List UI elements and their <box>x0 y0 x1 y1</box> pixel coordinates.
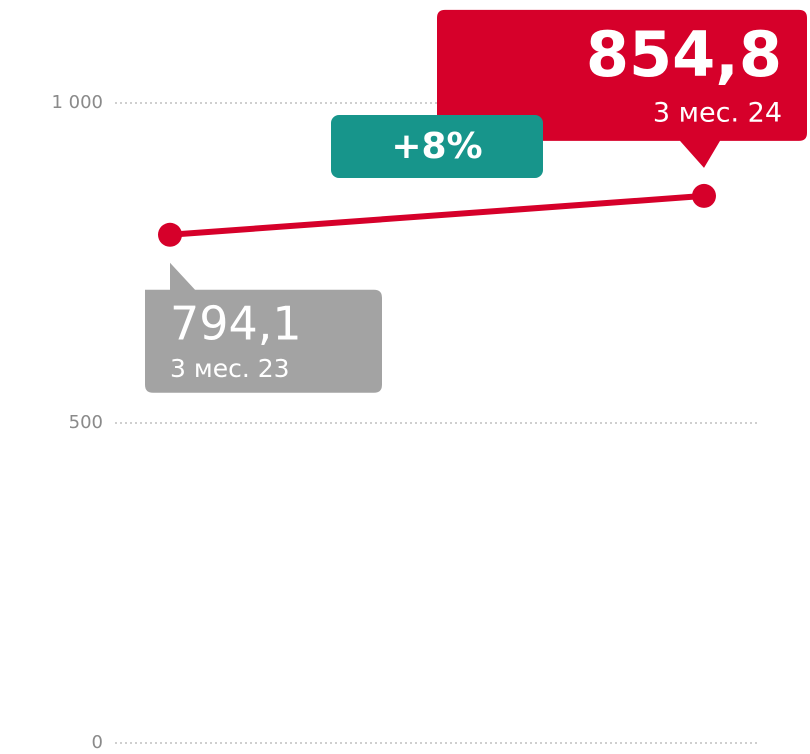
value-label: 794,1 <box>170 296 302 350</box>
category-label: 3 мес. 24 <box>653 97 782 128</box>
y-tick-label: 500 <box>69 412 103 433</box>
category-label: 3 мес. 23 <box>170 354 290 383</box>
value-label: 854,8 <box>586 18 782 91</box>
point <box>158 222 182 247</box>
y-tick-label: 1 000 <box>51 92 103 113</box>
point <box>692 183 716 208</box>
change-label: +8% <box>391 126 482 167</box>
line <box>169 192 705 238</box>
change-badge <box>331 115 543 178</box>
callout <box>145 262 382 393</box>
y-tick-label: 0 <box>92 732 103 753</box>
